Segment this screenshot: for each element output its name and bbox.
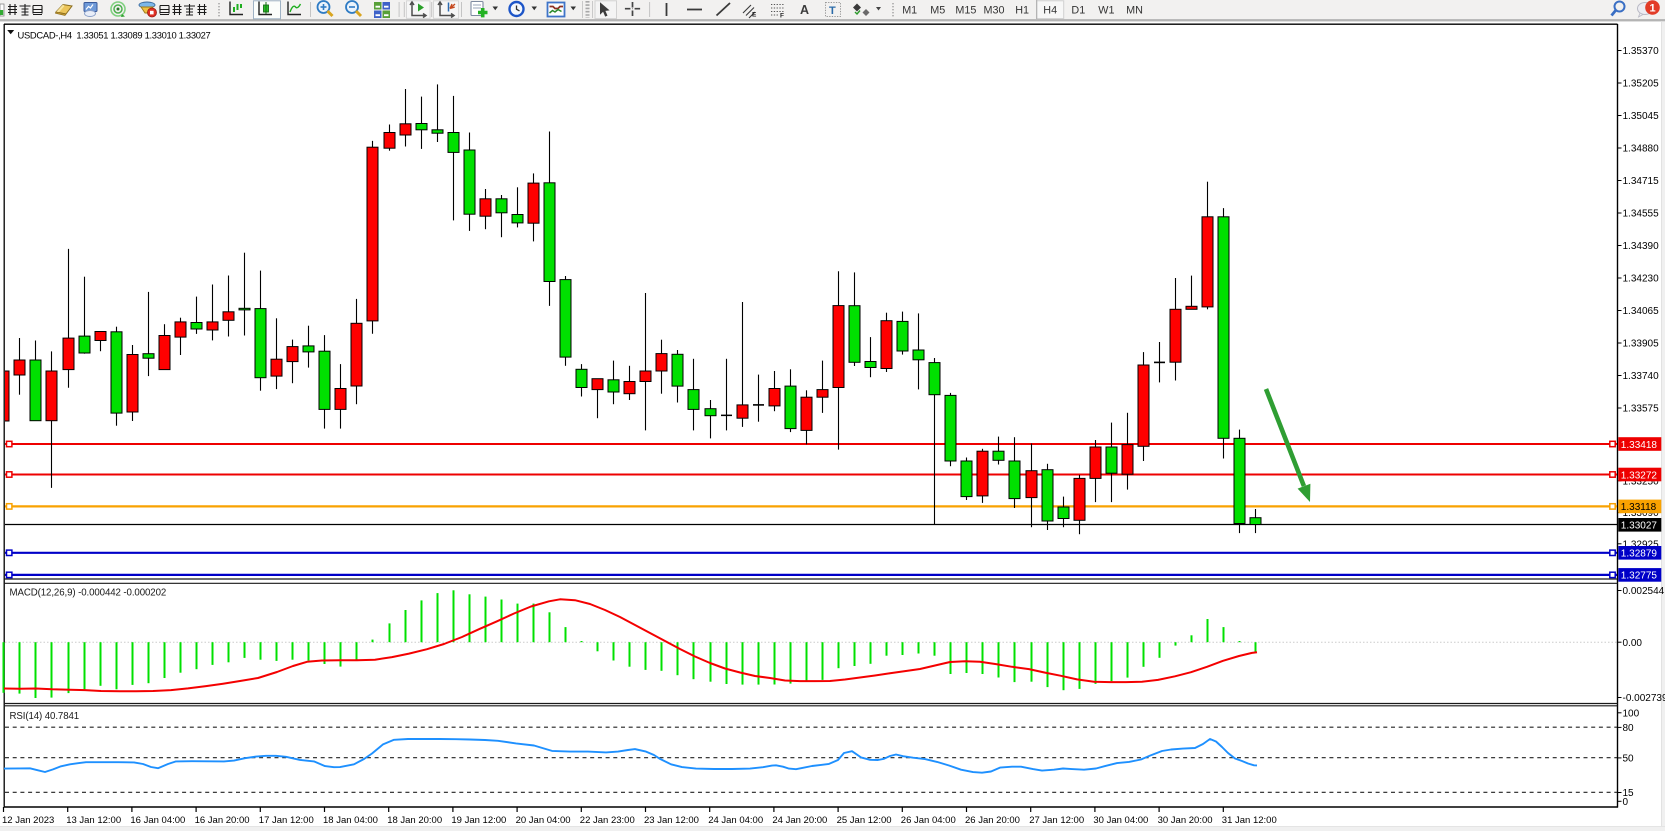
svg-text:18 Jan 04:00: 18 Jan 04:00 [323,815,378,826]
svg-text:22 Jan 23:00: 22 Jan 23:00 [580,815,635,826]
svg-text:1.32879: 1.32879 [1621,549,1658,560]
svg-text:F: F [780,13,784,20]
svg-text:W1: W1 [1098,4,1114,16]
svg-text:12 Jan 2023: 12 Jan 2023 [2,815,54,826]
svg-text:13 Jan 12:00: 13 Jan 12:00 [66,815,121,826]
svg-text:M1: M1 [902,4,917,16]
svg-text:0.002544: 0.002544 [1623,586,1665,597]
svg-text:24 Jan 04:00: 24 Jan 04:00 [708,815,763,826]
svg-text:15: 15 [1623,788,1635,799]
svg-text:1.34230: 1.34230 [1623,274,1660,285]
svg-text:26 Jan 04:00: 26 Jan 04:00 [901,815,956,826]
svg-text:0.00: 0.00 [1623,638,1643,649]
svg-text:1.35045: 1.35045 [1623,111,1660,122]
svg-text:A: A [800,3,809,17]
svg-text:31 Jan 12:00: 31 Jan 12:00 [1222,815,1277,826]
svg-text:1.32775: 1.32775 [1621,571,1658,582]
svg-text:25 Jan 12:00: 25 Jan 12:00 [837,815,892,826]
svg-text:1.35205: 1.35205 [1623,79,1660,90]
svg-text:24 Jan 20:00: 24 Jan 20:00 [772,815,827,826]
svg-text:1.33272: 1.33272 [1621,470,1658,481]
svg-text:RSI(14) 40.7841: RSI(14) 40.7841 [10,711,80,722]
svg-text:16 Jan 20:00: 16 Jan 20:00 [195,815,250,826]
svg-text:1.33118: 1.33118 [1621,502,1657,513]
svg-text:1.33740: 1.33740 [1623,371,1660,382]
svg-text:M5: M5 [930,4,945,16]
svg-text:1.33575: 1.33575 [1623,404,1660,415]
svg-text:-0.002739: -0.002739 [1623,693,1665,704]
svg-text:H1: H1 [1015,4,1029,16]
svg-text:0: 0 [1623,797,1629,808]
svg-text:1.32925: 1.32925 [1623,539,1660,550]
svg-text:30 Jan 04:00: 30 Jan 04:00 [1093,815,1148,826]
svg-text:20 Jan 04:00: 20 Jan 04:00 [516,815,571,826]
svg-text:80: 80 [1623,723,1635,734]
svg-text:1.33250: 1.33250 [1623,476,1660,487]
svg-text:50: 50 [1623,754,1635,765]
svg-text:1.33905: 1.33905 [1623,339,1660,350]
svg-text:1: 1 [1649,3,1655,15]
svg-text:17 Jan 12:00: 17 Jan 12:00 [259,815,314,826]
svg-text:1.34065: 1.34065 [1623,306,1660,317]
svg-text:16 Jan 04:00: 16 Jan 04:00 [130,815,185,826]
svg-text:1.33418: 1.33418 [1621,440,1658,451]
svg-text:H4: H4 [1043,4,1057,16]
svg-text:100: 100 [1623,708,1640,719]
svg-text:26 Jan 20:00: 26 Jan 20:00 [965,815,1020,826]
svg-text:19 Jan 12:00: 19 Jan 12:00 [451,815,506,826]
svg-text:1.34390: 1.34390 [1623,241,1660,252]
svg-text:M30: M30 [983,4,1004,16]
svg-text:USDCAD-,H4 1.33051 1.33089 1.: USDCAD-,H4 1.33051 1.33089 1.33010 1.330… [18,30,211,41]
svg-text:M15: M15 [955,4,976,16]
svg-text:E: E [752,12,757,19]
svg-text:1.35370: 1.35370 [1623,46,1660,57]
svg-text:23 Jan 12:00: 23 Jan 12:00 [644,815,699,826]
svg-text:MN: MN [1126,4,1143,16]
svg-text:1.34555: 1.34555 [1623,209,1660,220]
svg-text:1.34715: 1.34715 [1623,176,1660,187]
svg-text:30 Jan 20:00: 30 Jan 20:00 [1158,815,1213,826]
svg-text:18 Jan 20:00: 18 Jan 20:00 [387,815,442,826]
svg-text:1.33027: 1.33027 [1621,521,1658,532]
svg-text:T: T [829,5,836,17]
svg-text:1.33090: 1.33090 [1623,508,1660,519]
svg-text:D1: D1 [1071,4,1085,16]
svg-text:MACD(12,26,9) -0.000442 -0.000: MACD(12,26,9) -0.000442 -0.000202 [10,587,167,598]
svg-text:27 Jan 12:00: 27 Jan 12:00 [1029,815,1084,826]
svg-text:1.34880: 1.34880 [1623,144,1660,155]
